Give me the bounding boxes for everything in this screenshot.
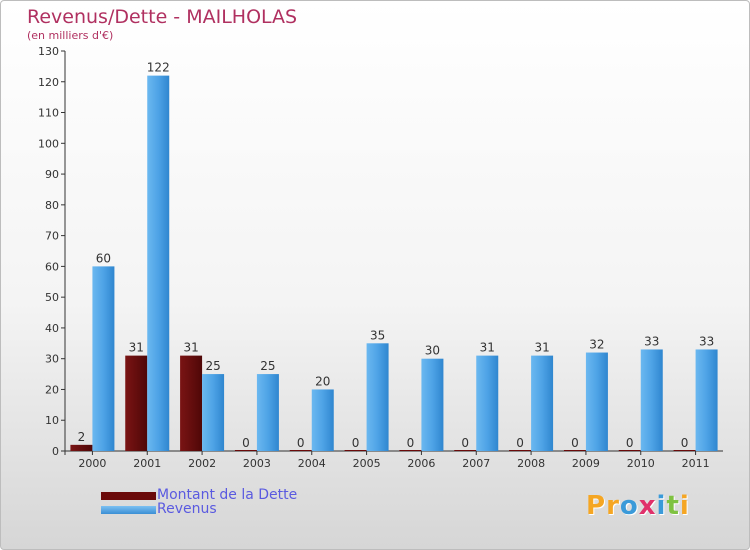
data-label-dette: 31 (129, 341, 144, 355)
data-label-dette: 0 (516, 436, 524, 450)
x-tick-label: 2008 (517, 457, 545, 470)
bar-revenus (640, 349, 663, 451)
bar-dette (673, 450, 696, 451)
bar-revenus (531, 355, 554, 451)
y-tick-label: 50 (45, 291, 59, 304)
x-tick-label: 2002 (188, 457, 216, 470)
data-label-dette: 0 (626, 436, 634, 450)
data-label-dette: 0 (242, 436, 250, 450)
data-label-revenus: 60 (96, 251, 111, 265)
data-label-revenus: 33 (699, 334, 714, 348)
bar-revenus (256, 374, 279, 451)
data-label-dette: 0 (681, 436, 689, 450)
y-tick-label: 90 (45, 168, 59, 181)
y-tick-label: 60 (45, 260, 59, 273)
y-tick-label: 20 (45, 383, 59, 396)
bar-dette (344, 450, 367, 451)
y-tick-label: 120 (38, 76, 59, 89)
y-tick-label: 10 (45, 414, 59, 427)
data-label-dette: 0 (352, 436, 360, 450)
y-tick-label: 0 (52, 445, 59, 458)
data-label-dette: 0 (461, 436, 469, 450)
legend-swatch-revenus (101, 506, 156, 514)
legend-label-dette: Montant de la Dette (157, 487, 298, 503)
bar-dette (399, 450, 422, 451)
x-tick-label: 2000 (78, 457, 106, 470)
legend-label-revenus: Revenus (157, 501, 217, 517)
data-label-dette: 0 (571, 436, 579, 450)
data-label-revenus: 33 (644, 334, 659, 348)
bar-dette (509, 450, 532, 451)
data-label-revenus: 20 (315, 374, 330, 388)
x-tick-label: 2011 (682, 457, 710, 470)
data-label-dette: 0 (297, 436, 305, 450)
bar-dette (454, 450, 477, 451)
chart-subtitle: (en milliers d'€) (27, 29, 114, 42)
bar-dette (563, 450, 586, 451)
bar-revenus (421, 358, 444, 451)
y-tick-label: 130 (38, 45, 59, 58)
bar-dette (70, 444, 93, 451)
x-tick-label: 2004 (298, 457, 326, 470)
bar-dette (289, 450, 312, 451)
bar-revenus (585, 352, 608, 451)
data-label-revenus: 31 (534, 341, 549, 355)
x-tick-label: 2006 (407, 457, 435, 470)
proxiti-logo: Proxiti (586, 491, 690, 521)
y-tick-label: 100 (38, 137, 59, 150)
bar-revenus (476, 355, 499, 451)
y-tick-label: 40 (45, 322, 59, 335)
data-label-dette: 0 (407, 436, 415, 450)
x-tick-label: 2009 (572, 457, 600, 470)
y-tick-label: 70 (45, 230, 59, 243)
bar-revenus (366, 343, 389, 451)
y-tick-label: 80 (45, 199, 59, 212)
x-tick-label: 2005 (353, 457, 381, 470)
bar-dette (618, 450, 641, 451)
bar-dette (234, 450, 257, 451)
bar-revenus (311, 389, 334, 451)
data-label-revenus: 25 (205, 359, 220, 373)
y-tick-label: 30 (45, 353, 59, 366)
bar-revenus (202, 374, 225, 451)
data-label-revenus: 32 (589, 338, 604, 352)
data-label-revenus: 30 (425, 344, 440, 358)
data-label-dette: 2 (78, 430, 86, 444)
bar-revenus (695, 349, 718, 451)
y-tick-label: 110 (38, 107, 59, 120)
bar-revenus (92, 266, 115, 451)
bar-dette (180, 355, 203, 451)
data-label-revenus: 31 (480, 341, 495, 355)
legend-swatch-dette (101, 492, 156, 500)
data-label-revenus: 122 (147, 61, 170, 75)
x-tick-label: 2007 (462, 457, 490, 470)
data-label-revenus: 35 (370, 328, 385, 342)
data-label-dette: 31 (183, 341, 198, 355)
x-tick-label: 2010 (627, 457, 655, 470)
bar-revenus (147, 75, 170, 451)
x-tick-label: 2003 (243, 457, 271, 470)
x-tick-label: 2001 (133, 457, 161, 470)
data-label-revenus: 25 (260, 359, 275, 373)
chart-title: Revenus/Dette - MAILHOLAS (27, 6, 298, 28)
bar-dette (125, 355, 148, 451)
